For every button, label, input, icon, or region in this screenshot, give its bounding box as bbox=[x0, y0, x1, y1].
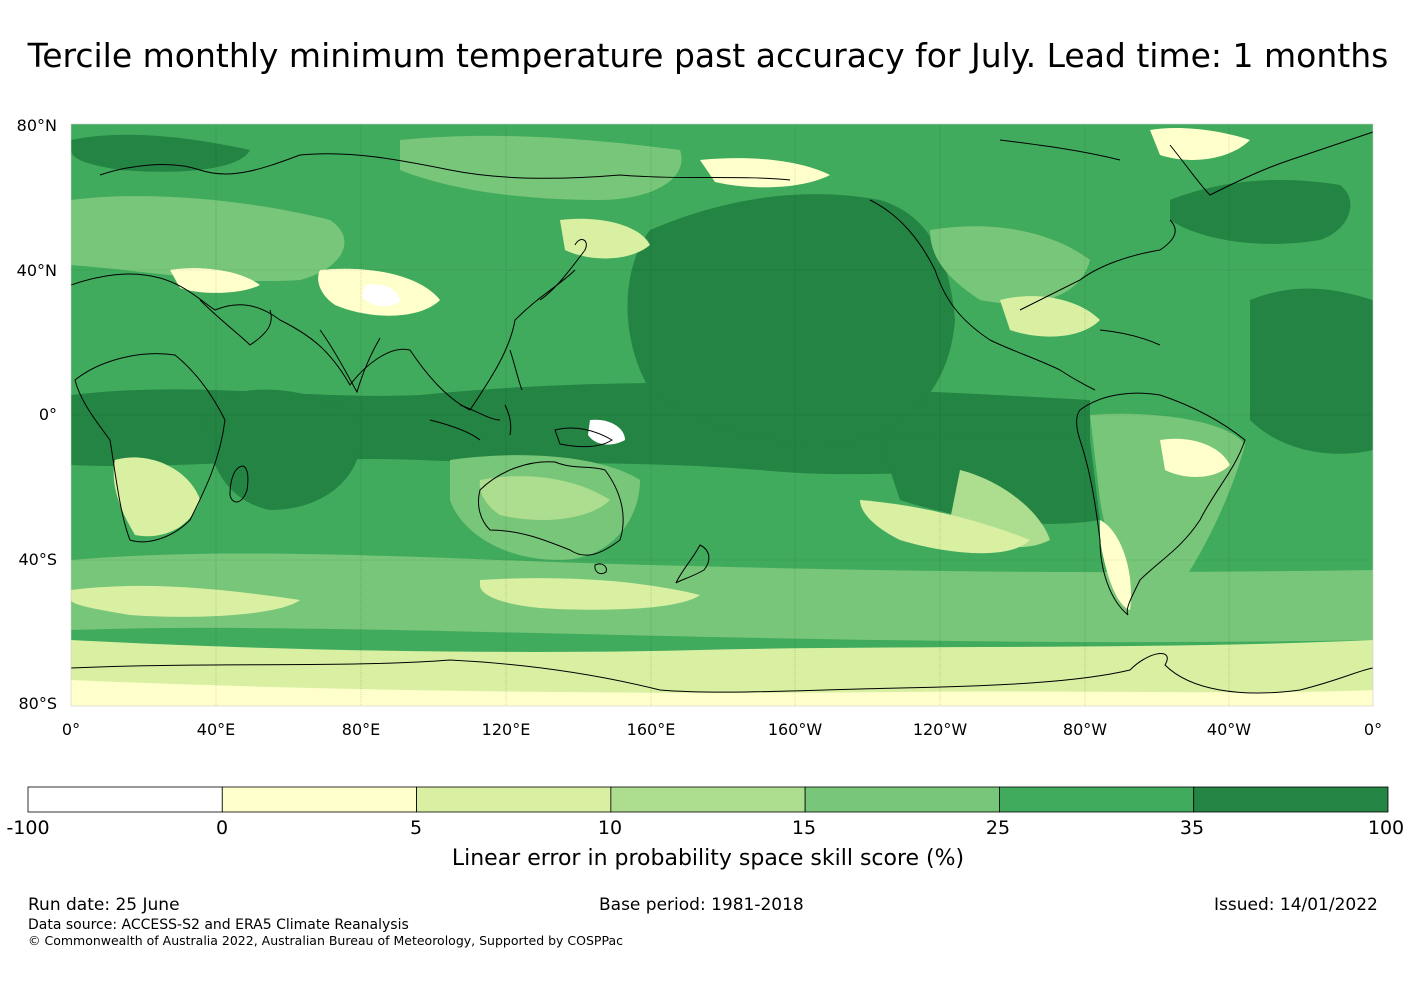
graticule bbox=[71, 124, 1373, 706]
lat-label-0: 0° bbox=[38, 405, 57, 424]
lon-label-80w: 80°W bbox=[1062, 720, 1108, 739]
coastlines bbox=[70, 131, 1374, 694]
colorbar-segment bbox=[221, 786, 417, 813]
colorbar-tick: 0 bbox=[215, 817, 229, 839]
lon-label-40w: 40°W bbox=[1206, 720, 1252, 739]
colorbar-tick: 25 bbox=[985, 817, 1011, 839]
lat-label-80n: 80°N bbox=[16, 116, 57, 135]
lon-label-0-right: 0° bbox=[1363, 720, 1383, 739]
colorbar-segment bbox=[1193, 786, 1389, 813]
colorbar-segment bbox=[416, 786, 612, 813]
issued-date: Issued: 14/01/2022 bbox=[1214, 895, 1378, 915]
lon-label-0: 0° bbox=[61, 720, 81, 739]
colorbar-segment bbox=[999, 786, 1195, 813]
colorbar-segment bbox=[27, 786, 223, 813]
colorbar-tick: 10 bbox=[597, 817, 623, 839]
colorbar-title: Linear error in probability space skill … bbox=[451, 846, 965, 871]
lon-label-160e: 160°E bbox=[626, 720, 676, 739]
colorbar bbox=[27, 786, 1389, 813]
colorbar-tick: 35 bbox=[1179, 817, 1205, 839]
copyright: © Commonwealth of Australia 2022, Austra… bbox=[28, 933, 623, 948]
lon-label-160w: 160°W bbox=[767, 720, 823, 739]
data-source: Data source: ACCESS-S2 and ERA5 Climate … bbox=[28, 917, 409, 933]
map-area bbox=[70, 123, 1374, 707]
lon-label-80e: 80°E bbox=[341, 720, 381, 739]
lat-label-40n: 40°N bbox=[16, 261, 57, 280]
colorbar-segment bbox=[804, 786, 1000, 813]
run-date: Run date: 25 June bbox=[28, 895, 180, 915]
colorbar-tick: 15 bbox=[791, 817, 817, 839]
lat-label-40s: 40°S bbox=[18, 550, 57, 569]
map-title: Tercile monthly minimum temperature past… bbox=[27, 36, 1389, 75]
low-skill-regions bbox=[71, 128, 1373, 706]
colorbar-segment bbox=[610, 786, 806, 813]
colorbar-tick: -100 bbox=[6, 817, 50, 839]
lon-label-120w: 120°W bbox=[912, 720, 968, 739]
colorbar-tick: 100 bbox=[1367, 817, 1405, 839]
colorbar-tick: 5 bbox=[409, 817, 423, 839]
base-period: Base period: 1981-2018 bbox=[599, 895, 804, 915]
lon-label-120e: 120°E bbox=[481, 720, 531, 739]
lat-label-80s: 80°S bbox=[18, 694, 57, 713]
lon-label-40e: 40°E bbox=[196, 720, 236, 739]
